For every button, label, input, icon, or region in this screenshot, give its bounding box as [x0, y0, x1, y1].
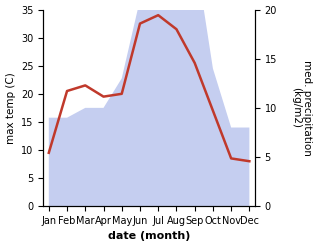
Y-axis label: med. precipitation
(kg/m2): med. precipitation (kg/m2) — [291, 60, 313, 156]
X-axis label: date (month): date (month) — [108, 231, 190, 242]
Y-axis label: max temp (C): max temp (C) — [5, 72, 16, 144]
